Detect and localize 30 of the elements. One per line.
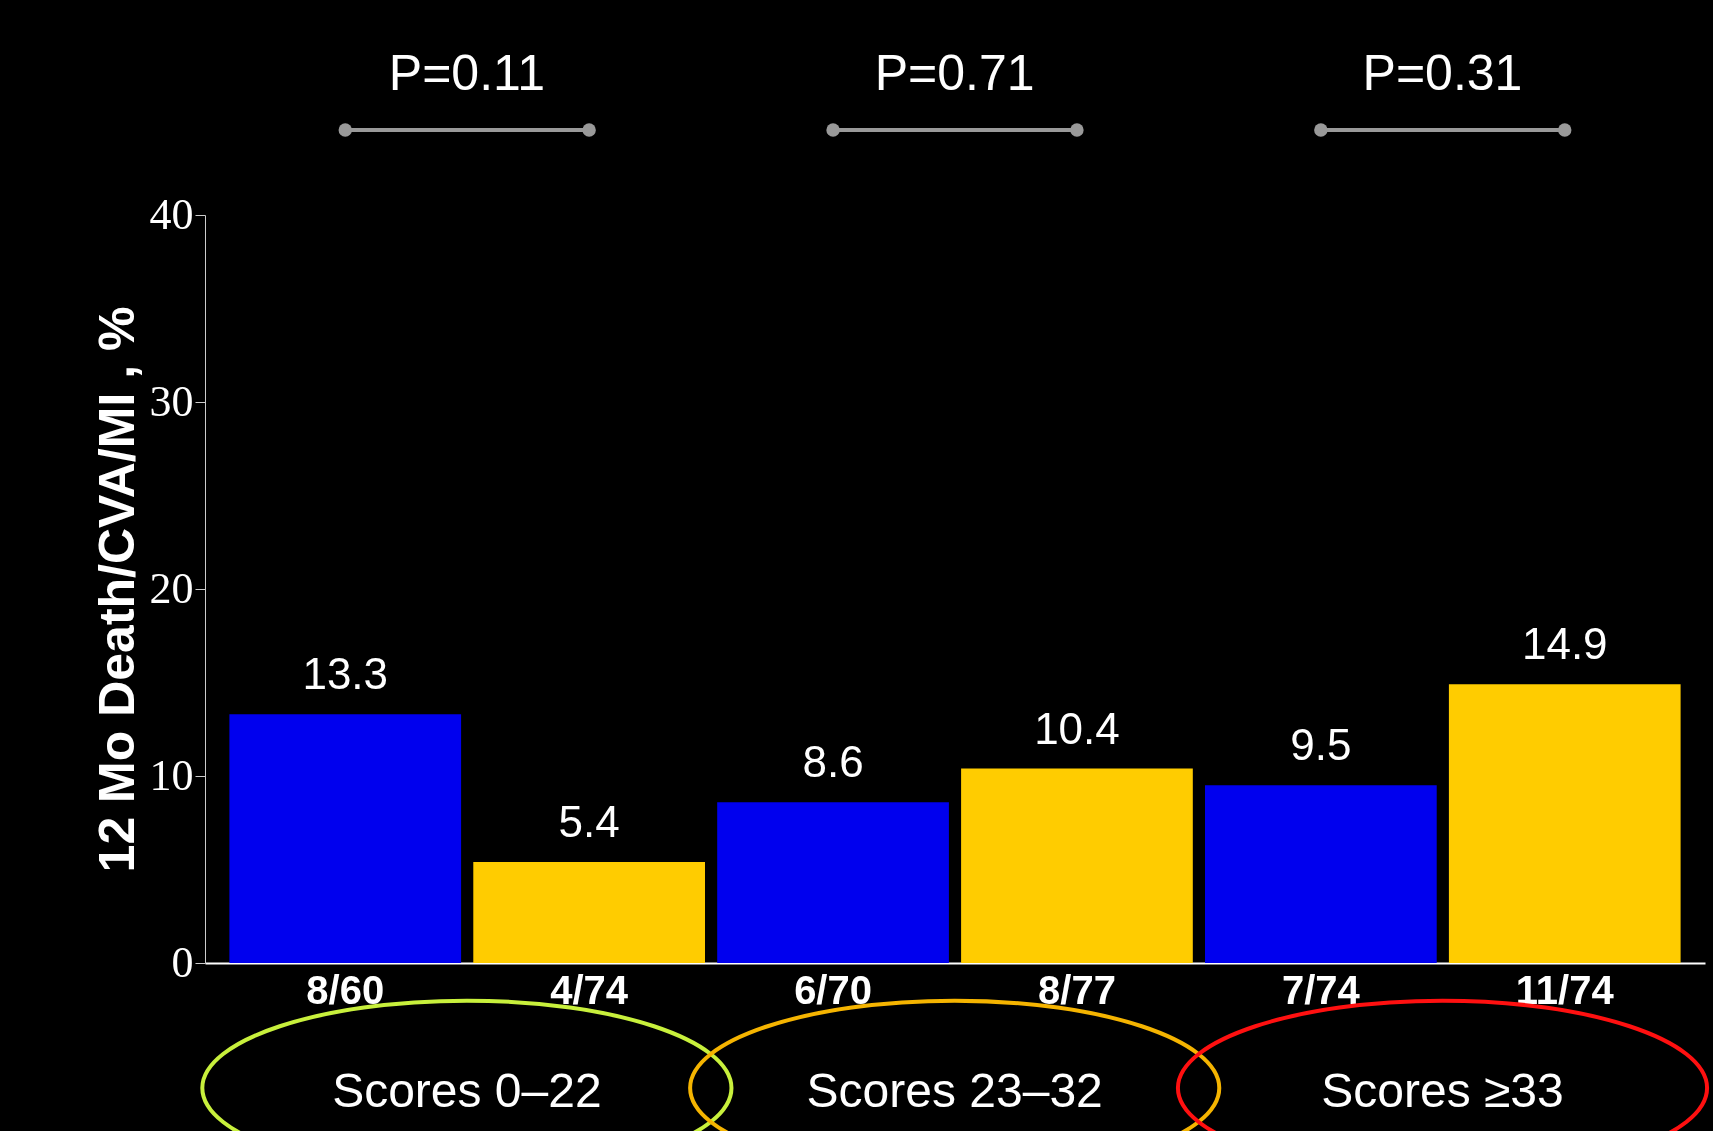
data-label: 8.6 <box>802 737 864 787</box>
bar <box>229 714 462 963</box>
x-tick-label: 8/60 <box>306 967 385 1012</box>
text: Scores 23–32 <box>806 1064 1103 1117</box>
text: Scores ≥33 <box>1321 1064 1564 1117</box>
y-axis-title: 12 Mo Death/CVA/MI , % <box>88 306 145 873</box>
y-tick-label: 20 <box>149 563 194 613</box>
text: P=0.31 <box>1362 45 1523 101</box>
y-tick-label: 30 <box>149 376 194 426</box>
data-label: 10.4 <box>1034 703 1120 753</box>
y-tick-label: 0 <box>171 937 194 987</box>
data-label: 13.3 <box>302 649 389 699</box>
text: P=0.11 <box>388 45 545 101</box>
bar <box>1205 785 1437 963</box>
data-label: 5.4 <box>558 797 620 847</box>
bar <box>961 768 1193 963</box>
x-tick-label: 8/77 <box>1038 967 1116 1012</box>
x-tick-label: 6/70 <box>794 967 872 1012</box>
text: Scores 0–22 <box>332 1064 602 1117</box>
text: P=0.71 <box>874 45 1035 101</box>
bar <box>717 802 949 963</box>
bar <box>1448 684 1681 963</box>
y-tick-label: 10 <box>149 750 194 800</box>
data-label: 14.9 <box>1521 619 1608 669</box>
x-tick-label: 7/74 <box>1281 967 1361 1012</box>
data-label: 9.5 <box>1290 720 1352 770</box>
y-tick-label: 40 <box>149 189 194 239</box>
bar <box>473 862 705 963</box>
x-tick-label: 11/74 <box>1515 967 1615 1012</box>
x-tick-label: 4/74 <box>550 967 629 1012</box>
